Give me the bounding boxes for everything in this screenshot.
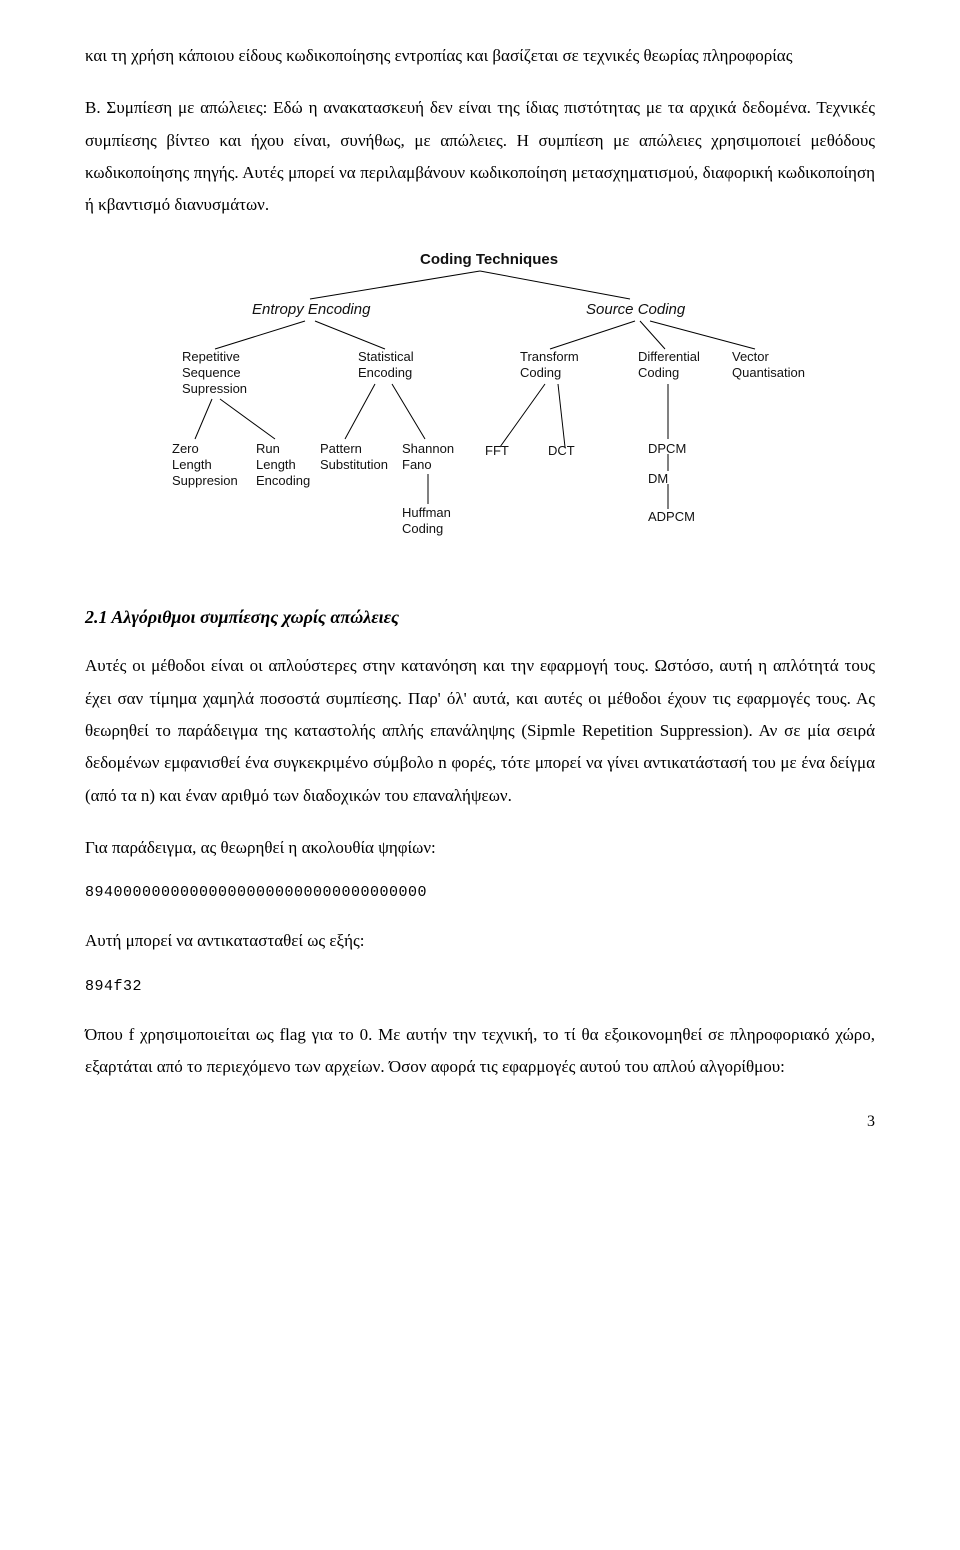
node-vq-l1: Vector xyxy=(732,349,769,365)
node-tc-l2: Coding xyxy=(520,365,561,381)
page-number: 3 xyxy=(85,1113,875,1131)
node-dct: DCT xyxy=(548,443,575,459)
node-rss-l3: Supression xyxy=(182,381,247,397)
paragraph-1: και τη χρήση κάποιου είδους κωδικοποίηση… xyxy=(85,40,875,72)
node-hc-l1: Huffman xyxy=(402,505,451,521)
paragraph-5: Αυτή μπορεί να αντικατασταθεί ως εξής: xyxy=(85,925,875,957)
coding-techniques-diagram: Coding Techniques Entropy Encoding Sourc… xyxy=(85,249,875,569)
node-dc-l2: Coding xyxy=(638,365,679,381)
diagram-title: Coding Techniques xyxy=(420,251,558,269)
node-zls-l1: Zero xyxy=(172,441,199,457)
node-sf-l2: Fano xyxy=(402,457,432,473)
node-sf-l1: Shannon xyxy=(402,441,454,457)
node-adpcm: ADPCM xyxy=(648,509,695,525)
node-zls-l2: Length xyxy=(172,457,212,473)
node-se-l2: Encoding xyxy=(358,365,412,381)
node-rle-l3: Encoding xyxy=(256,473,310,489)
node-zls-l3: Suppresion xyxy=(172,473,238,489)
code-block-1: 894000000000000000000000000000000000 xyxy=(85,884,875,901)
node-rle-l1: Run xyxy=(256,441,280,457)
node-dm: DM xyxy=(648,471,668,487)
section-title: 2.1 Αλγόριθμοι συμπίεσης χωρίς απώλειες xyxy=(85,607,875,628)
paragraph-6: Όπου f χρησιμοποιείται ως flag για το 0.… xyxy=(85,1019,875,1084)
node-rle-l2: Length xyxy=(256,457,296,473)
node-hc-l2: Coding xyxy=(402,521,443,537)
node-rss-l2: Sequence xyxy=(182,365,241,381)
code-block-2: 894f32 xyxy=(85,978,875,995)
paragraph-2: B. Συμπίεση με απώλειες: Εδώ η ανακατασκ… xyxy=(85,92,875,221)
node-dpcm: DPCM xyxy=(648,441,686,457)
node-dc-l1: Differential xyxy=(638,349,700,365)
paragraph-3: Αυτές οι μέθοδοι είναι οι απλούστερες στ… xyxy=(85,650,875,811)
node-vq-l2: Quantisation xyxy=(732,365,805,381)
paragraph-4: Για παράδειγμα, ας θεωρηθεί η ακολουθία … xyxy=(85,832,875,864)
node-entropy-encoding: Entropy Encoding xyxy=(252,301,370,319)
node-ps-l1: Pattern xyxy=(320,441,362,457)
node-rss-l1: Repetitive xyxy=(182,349,240,365)
node-se-l1: Statistical xyxy=(358,349,414,365)
node-fft: FFT xyxy=(485,443,509,459)
node-source-coding: Source Coding xyxy=(586,301,685,319)
node-tc-l1: Transform xyxy=(520,349,579,365)
node-ps-l2: Substitution xyxy=(320,457,388,473)
